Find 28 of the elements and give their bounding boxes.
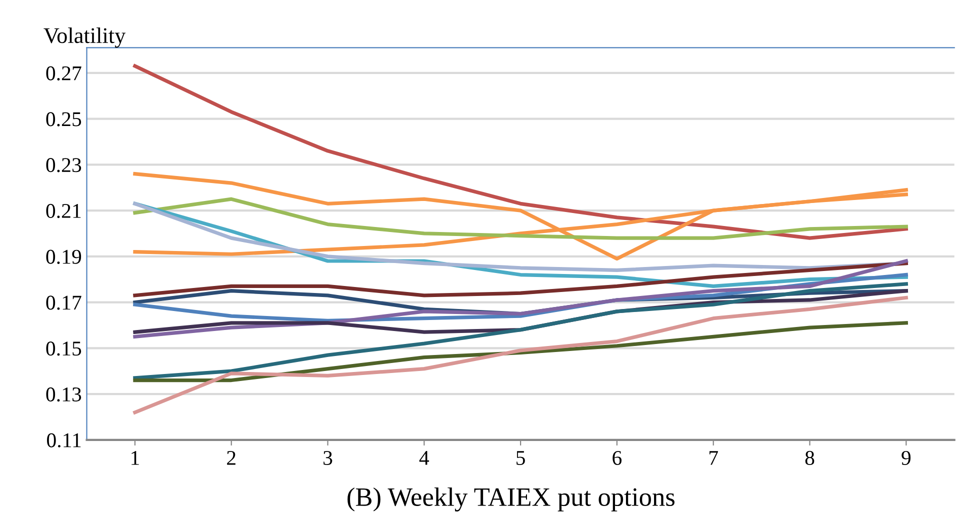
line-series [133, 64, 908, 240]
line-series [133, 197, 908, 240]
line-series [133, 172, 908, 261]
y-tick-label: 0.27 [46, 66, 82, 80]
x-tick-label: 6 [612, 450, 622, 465]
x-tick-label: 8 [805, 450, 814, 465]
line-series [133, 321, 908, 382]
y-tick-label: 0.19 [46, 250, 82, 264]
x-tick-label: 7 [710, 451, 718, 465]
x-tick-label: 9 [902, 450, 911, 465]
x-tick-label: 4 [419, 451, 430, 465]
text: (B) Weekly TAIEX put options [348, 487, 674, 512]
y-tick-label: 0.25 [46, 112, 82, 126]
y-tick-label: 0.15 [46, 342, 82, 356]
y-axis-title: Volatility [44, 27, 126, 48]
y-tick-label: 0.13 [46, 387, 82, 402]
line-series [133, 261, 908, 298]
y-tick-label: 0.21 [46, 204, 81, 218]
line-series [133, 259, 908, 338]
x-tick-label: 1 [132, 451, 139, 465]
y-tick-label: 0.11 [47, 433, 81, 448]
x-tick-label: 3 [324, 450, 332, 465]
y-tick-label: 0.17 [46, 296, 82, 310]
x-tick-label: 5 [516, 451, 525, 465]
y-tick-label: 0.23 [46, 158, 82, 172]
line-series [133, 296, 908, 414]
line-series [133, 282, 908, 380]
x-tick-label: 2 [227, 450, 236, 465]
